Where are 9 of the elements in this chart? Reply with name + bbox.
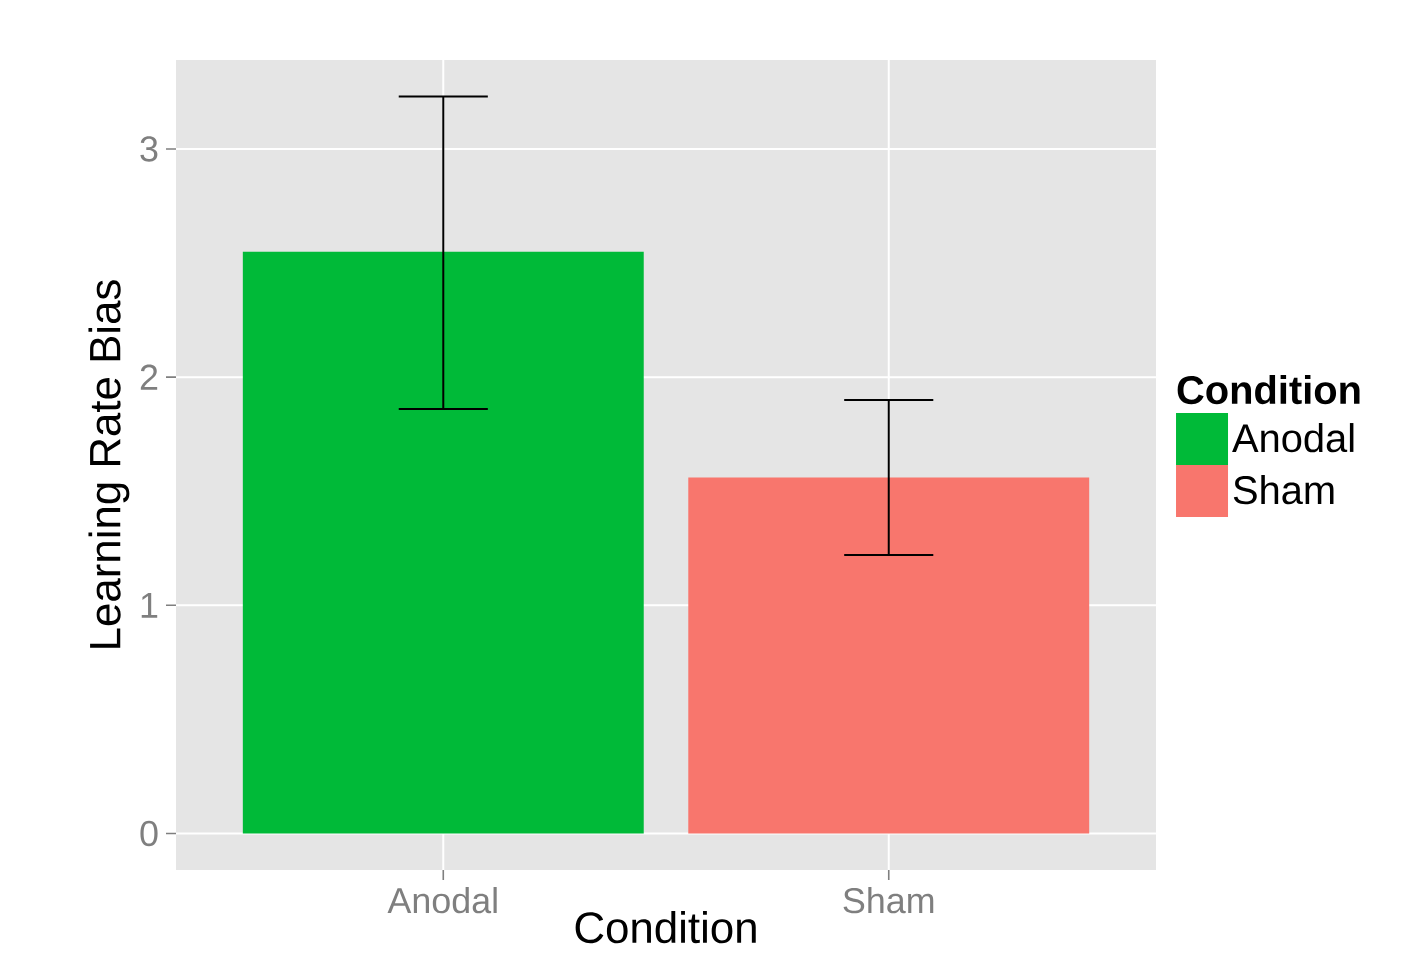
y-tick-label: 3: [140, 136, 158, 162]
legend-label: Anodal: [1232, 423, 1354, 453]
legend-title: Condition: [1177, 374, 1360, 405]
y-tick-label: 0: [140, 820, 158, 847]
y-tick-label: 2: [140, 364, 158, 390]
x-axis-title: Condition: [575, 911, 756, 944]
y-axis-title: Learning Rate Bias: [88, 280, 130, 648]
legend-label: Sham: [1233, 475, 1334, 505]
y-tick-label: 1: [141, 592, 158, 618]
